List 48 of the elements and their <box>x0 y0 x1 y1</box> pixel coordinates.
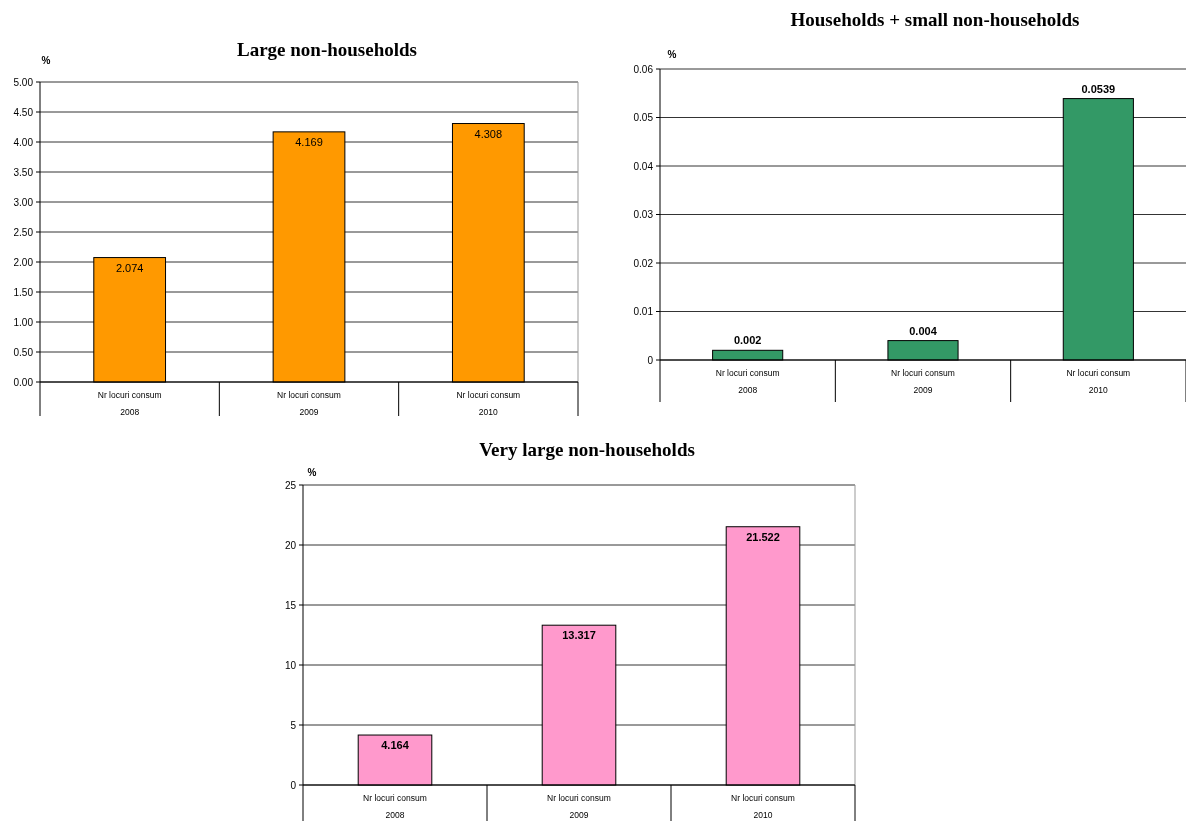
y-tick-label: 0.01 <box>633 306 654 317</box>
data-label: 4.308 <box>474 127 503 140</box>
y-tick-label: 0 <box>647 354 654 366</box>
y-tick-label: 0.02 <box>633 257 654 269</box>
y-tick-label: 15 <box>284 599 297 611</box>
data-label: 4.169 <box>295 135 323 148</box>
y-tick-label: 0.00 <box>13 376 34 388</box>
y-tick-label: 0.04 <box>633 160 654 172</box>
x-tick-label: Nr locuri consum 2010 <box>731 793 795 820</box>
y-tick-label: 1.50 <box>13 286 34 298</box>
y-tick-label: 3.50 <box>13 166 34 178</box>
y-tick-label: 4.00 <box>13 136 34 148</box>
x-tick-label: Nr locuri consum 2009 <box>547 793 611 820</box>
y-tick-label: 3.00 <box>13 196 34 208</box>
y-tick-label: 25 <box>284 479 297 491</box>
data-label: 4.164 <box>381 739 410 752</box>
x-tick-label: Nr locuri consum 2010 <box>1066 368 1131 395</box>
y-tick-label: 5.00 <box>13 76 34 88</box>
y-tick-label: 10 <box>284 659 297 671</box>
chart-title: Households + small non-households <box>790 9 1080 30</box>
x-tick-label: Nr locuri consum 2010 <box>456 390 521 417</box>
y-tick-label: 0.05 <box>633 112 654 123</box>
chart-title: Very large non-households <box>479 439 695 460</box>
y-tick-label: 2.50 <box>13 226 34 238</box>
data-label: 0.002 <box>733 334 762 347</box>
data-label: 21.522 <box>746 530 780 543</box>
x-tick-label: Nr locuri consum 2008 <box>363 793 427 820</box>
x-tick-label: Nr locuri consum 2009 <box>277 390 341 417</box>
y-tick-label: 1.00 <box>13 316 34 328</box>
y-tick-label: 0 <box>290 779 297 791</box>
data-label: 0.0539 <box>1081 82 1116 95</box>
y-tick-label: 0.50 <box>13 346 34 358</box>
chart-title: Large non-households <box>236 39 418 60</box>
x-tick-label: Nr locuri consum 2008 <box>97 390 162 417</box>
data-label: 13.317 <box>562 629 596 642</box>
x-tick-label: Nr locuri consum 2009 <box>891 368 955 395</box>
y-tick-label: 20 <box>284 539 297 551</box>
data-label: 2.074 <box>115 261 144 274</box>
y-axis-title: % <box>41 55 51 66</box>
data-label: 0.004 <box>909 324 938 337</box>
y-tick-label: 5 <box>290 719 297 731</box>
y-tick-label: 0.06 <box>633 63 654 75</box>
y-tick-label: 0.03 <box>633 209 654 220</box>
x-tick-label: Nr locuri consum 2008 <box>715 368 780 395</box>
y-tick-label: 4.50 <box>13 106 34 118</box>
y-axis-title: % <box>667 49 677 60</box>
y-tick-label: 2.00 <box>13 256 34 268</box>
y-axis-title: % <box>307 467 317 478</box>
